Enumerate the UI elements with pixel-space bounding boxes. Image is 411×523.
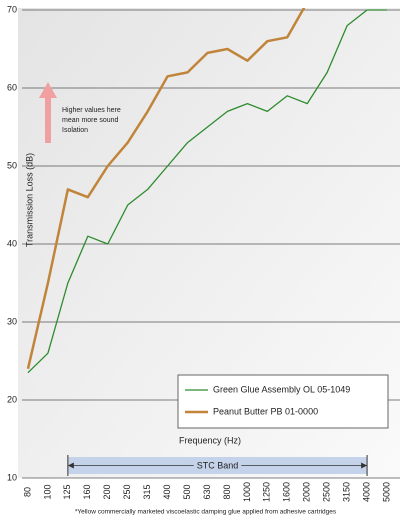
y-tick-label: 60 — [7, 82, 17, 92]
x-tick-label: 2000 — [302, 482, 312, 502]
stc-band-label: STC Band — [197, 460, 239, 470]
annotation: Higher values here — [62, 107, 121, 114]
x-tick-label: 1000 — [242, 482, 252, 502]
annotation: Isolation — [62, 127, 88, 134]
x-axis-label: Frequency (Hz) — [179, 435, 241, 445]
y-tick-label: 30 — [7, 316, 17, 326]
stc-band-arrow — [361, 462, 368, 469]
stc-band-label-bg — [193, 460, 242, 471]
y-tick-label: 70 — [7, 4, 17, 14]
x-tick-label: 3150 — [342, 482, 352, 502]
y-tick-label: 40 — [7, 238, 17, 248]
footnote: *Yellow commercially marketed viscoelast… — [75, 509, 337, 516]
x-tick-label: 800 — [222, 484, 232, 499]
x-tick-label: 2500 — [322, 482, 332, 502]
x-tick-label: 315 — [142, 484, 152, 499]
x-tick-label: 125 — [62, 484, 72, 499]
x-tick-label: 1250 — [262, 482, 272, 502]
series-line — [26, 8, 306, 370]
y-tick-label: 50 — [7, 160, 17, 170]
annotation-arrow-head — [39, 82, 57, 98]
x-tick-label: 500 — [182, 484, 192, 499]
y-tick-label: 10 — [7, 472, 17, 482]
x-tick-label: 400 — [162, 484, 172, 499]
x-tick-label: 100 — [42, 484, 52, 499]
x-tick-label: 80 — [22, 487, 32, 497]
x-tick-label: 250 — [122, 484, 132, 499]
legend-label: Peanut Butter PB 01-0000 — [213, 406, 318, 416]
stc-band-arrow — [67, 462, 74, 469]
x-tick-label: 1600 — [282, 482, 292, 502]
x-tick-label: 630 — [202, 484, 212, 499]
y-axis-label: Transmission Loss (dB) — [24, 153, 34, 247]
x-tick-label: 160 — [82, 484, 92, 499]
legend-label: Green Glue Assembly OL 05-1049 — [213, 384, 350, 394]
annotation: mean more sound — [62, 117, 119, 124]
x-tick-label: 5000 — [381, 482, 391, 502]
x-tick-label: 200 — [102, 484, 112, 499]
y-tick-label: 20 — [7, 394, 17, 404]
series-line — [27, 9, 388, 374]
legend — [177, 374, 389, 429]
x-tick-label: 4000 — [361, 482, 371, 502]
